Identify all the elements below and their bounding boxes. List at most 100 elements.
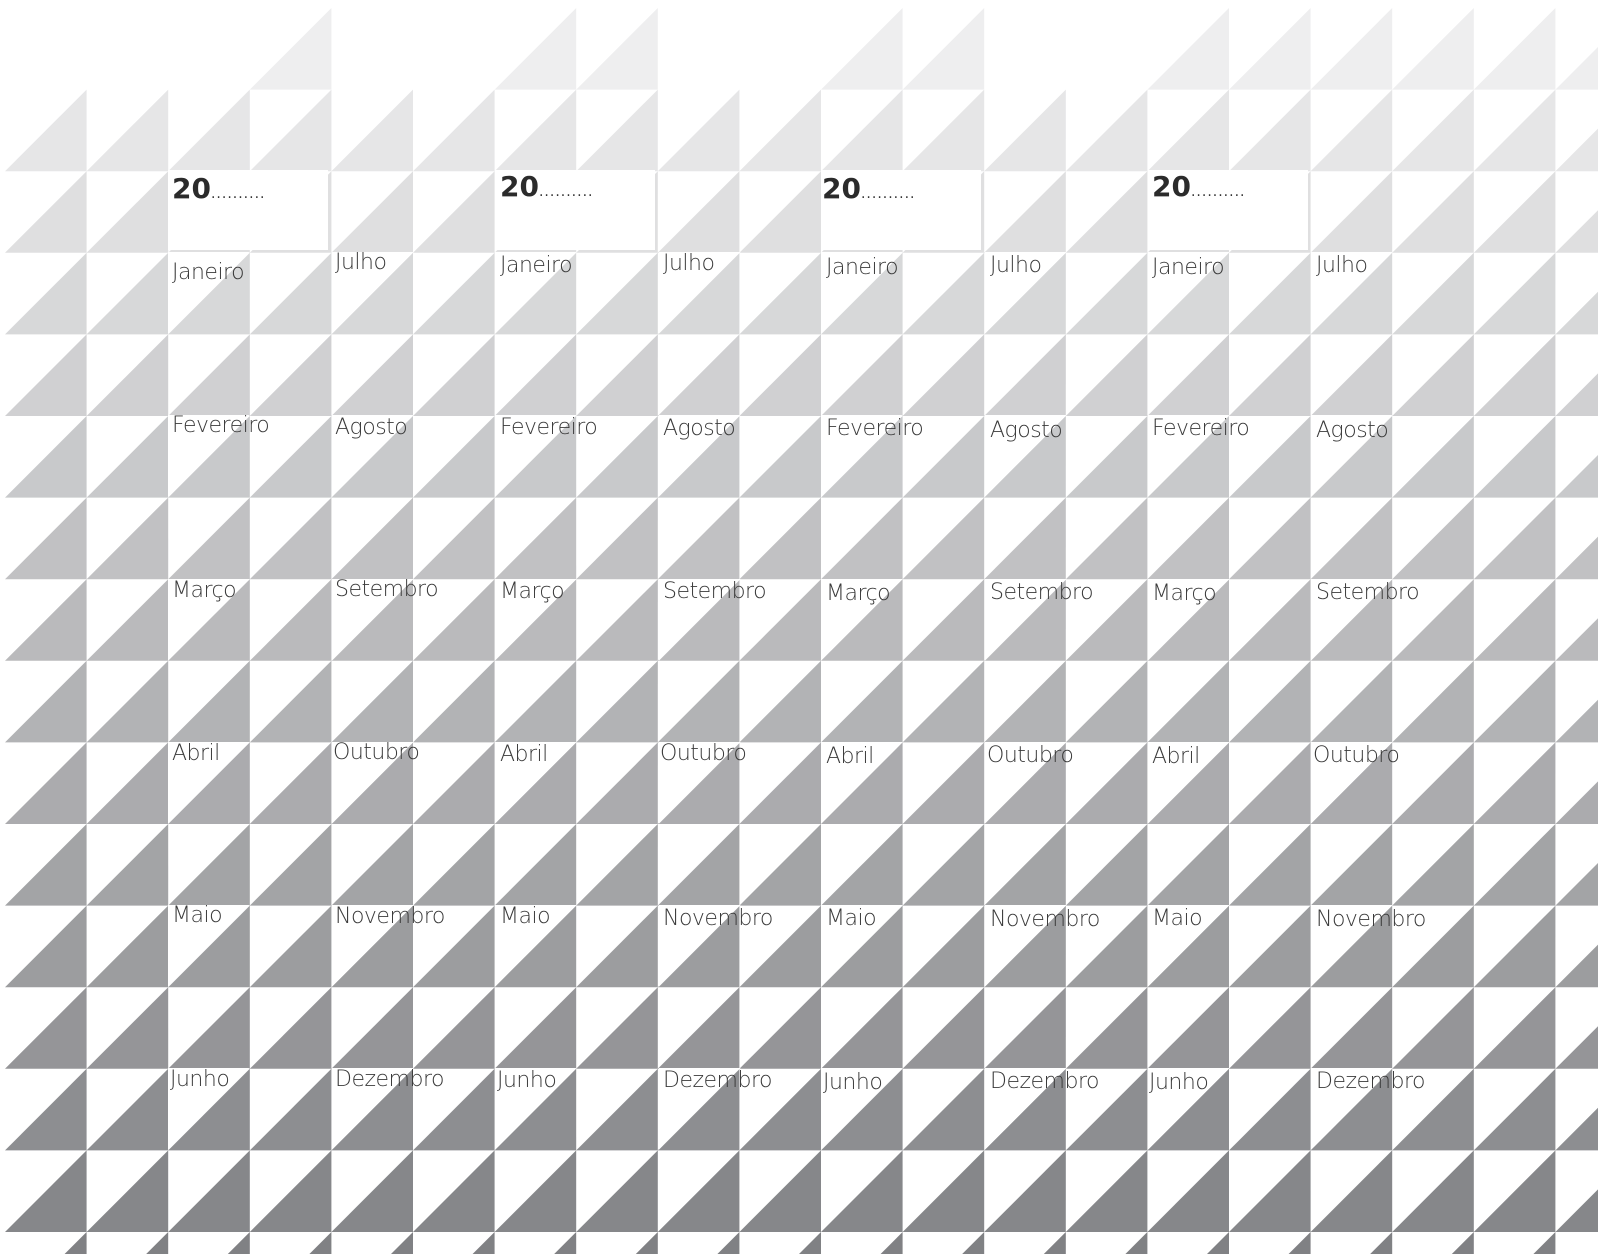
pattern-triangle	[576, 905, 658, 988]
pattern-triangle	[1147, 1150, 1229, 1232]
pattern-triangle	[576, 497, 658, 580]
pattern-triangle	[86, 660, 169, 743]
label-panel	[1311, 579, 1393, 661]
month-label: Março	[500, 579, 565, 604]
pattern-triangle	[413, 334, 495, 416]
month-label: Setembro	[990, 580, 1094, 605]
pattern-triangle	[249, 1150, 332, 1232]
year-header-panel	[1148, 170, 1308, 250]
month-label: Junho	[823, 1070, 883, 1095]
pattern-triangle	[554, 1232, 577, 1254]
pattern-triangle	[962, 1232, 985, 1254]
pattern-triangle	[1065, 987, 1148, 1069]
pattern-triangle	[984, 252, 1066, 335]
pattern-triangle	[494, 497, 577, 580]
pattern-triangle	[1229, 905, 1311, 988]
pattern-triangle	[984, 89, 1066, 172]
label-panel	[168, 905, 250, 987]
label-panel	[332, 579, 414, 661]
pattern-triangle	[1065, 334, 1148, 416]
label-panel	[1311, 742, 1393, 824]
pattern-triangle	[86, 334, 169, 416]
pattern-triangle	[880, 1232, 903, 1254]
pattern-triangle	[413, 252, 495, 335]
month-label: Janeiro	[500, 253, 573, 278]
month-label: Setembro	[1316, 580, 1420, 605]
pattern-triangle	[413, 660, 495, 743]
pattern-triangle	[168, 1068, 250, 1151]
label-panel	[332, 415, 414, 497]
pattern-triangle	[902, 824, 985, 906]
pattern-triangle	[5, 742, 87, 824]
pattern-triangle	[1288, 1232, 1311, 1254]
pattern-triangle	[331, 1150, 413, 1232]
label-panel	[985, 905, 1067, 987]
pattern-triangle	[249, 987, 332, 1069]
pattern-triangle	[902, 579, 985, 661]
pattern-triangle	[168, 252, 250, 335]
pattern-triangle	[249, 497, 332, 580]
pattern-triangle	[86, 252, 169, 335]
pattern-triangle	[1555, 291, 1598, 335]
label-panel	[1148, 905, 1230, 987]
year-heading-3: 20..........	[822, 172, 916, 205]
label-panel	[1148, 742, 1230, 824]
pattern-triangle	[1555, 1107, 1598, 1151]
pattern-triangle	[494, 416, 577, 498]
pattern-triangle	[249, 742, 332, 824]
pattern-triangle	[5, 497, 87, 580]
pattern-triangle	[1147, 252, 1229, 335]
pattern-triangle	[1310, 1150, 1393, 1232]
pattern-triangle	[821, 497, 903, 580]
pattern-triangle	[1392, 334, 1474, 416]
pattern-triangle	[5, 1068, 87, 1151]
pattern-triangle	[657, 1150, 740, 1232]
pattern-triangle	[249, 905, 332, 988]
pattern-triangle	[331, 89, 413, 172]
pattern-triangle	[1310, 987, 1393, 1069]
month-label: Janeiro	[172, 260, 245, 285]
pattern-triangle	[1555, 618, 1598, 661]
pattern-triangle	[86, 905, 169, 988]
month-label: Fevereiro	[1152, 416, 1250, 441]
month-label: Julho	[663, 251, 715, 276]
month-label: Março	[826, 581, 891, 606]
year-heading-2: 20..........	[500, 170, 594, 203]
label-panel	[332, 252, 414, 334]
month-label: Fevereiro	[826, 416, 924, 441]
pattern-triangle	[494, 334, 577, 416]
label-panel	[1148, 252, 1230, 334]
pattern-triangle	[1555, 863, 1598, 906]
label-panel	[821, 1068, 903, 1150]
pattern-triangle	[821, 660, 903, 743]
pattern-triangle	[1392, 89, 1474, 172]
pattern-triangle	[249, 824, 332, 906]
pattern-triangle	[5, 824, 87, 906]
month-label: Outubro	[333, 740, 420, 765]
pattern-triangle	[1473, 579, 1556, 661]
pattern-triangle	[657, 89, 740, 172]
pattern-triangle	[249, 334, 332, 416]
pattern-triangle	[1125, 1232, 1148, 1254]
pattern-triangle	[902, 497, 985, 580]
pattern-triangle	[1147, 334, 1229, 416]
pattern-triangle	[249, 1068, 332, 1151]
pattern-triangle	[1392, 1150, 1474, 1232]
pattern-triangle	[576, 334, 658, 416]
pattern-triangle	[309, 1232, 332, 1254]
pattern-triangle	[739, 1150, 821, 1232]
pattern-triangle	[1229, 579, 1311, 661]
pattern-triangle	[1555, 536, 1598, 580]
pattern-triangle	[5, 416, 87, 498]
pattern-triangle	[1392, 987, 1474, 1069]
pattern-triangle	[1555, 210, 1598, 253]
pattern-triangle	[739, 1068, 821, 1151]
pattern-triangle	[1065, 742, 1148, 824]
pattern-triangle	[576, 742, 658, 824]
pattern-triangle	[413, 171, 495, 253]
pattern-triangle	[331, 905, 413, 988]
month-label: Setembro	[663, 579, 767, 604]
pattern-triangle	[902, 1150, 985, 1232]
pattern-triangle	[902, 1068, 985, 1151]
